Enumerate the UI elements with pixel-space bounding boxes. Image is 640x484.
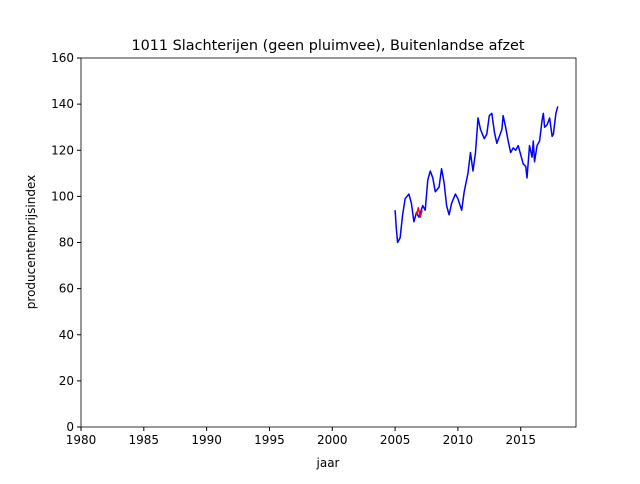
y-tick-label: 80	[59, 236, 74, 250]
x-tick-label: 1980	[66, 433, 97, 447]
y-tick-label: 160	[51, 51, 74, 65]
y-tick-label: 120	[51, 143, 74, 157]
y-axis-label: producentenprijsindex	[24, 175, 38, 309]
line-series	[394, 106, 559, 244]
y-tick-label: 60	[59, 282, 74, 296]
x-tick-label: 1995	[254, 433, 285, 447]
x-tick-label: 1990	[191, 433, 222, 447]
chart-title: 1011 Slachterijen (geen pluimvee), Buite…	[131, 38, 524, 54]
y-tick-label: 100	[51, 189, 74, 203]
x-tick-label: 1985	[129, 433, 160, 447]
line-series	[415, 207, 423, 218]
x-tick-label: 2010	[443, 433, 474, 447]
y-tick-label: 0	[66, 420, 74, 434]
x-axis-label: jaar	[316, 456, 340, 470]
x-tick-label: 2005	[380, 433, 411, 447]
x-tick-label: 2015	[505, 433, 536, 447]
y-tick-label: 20	[59, 374, 74, 388]
x-tick-label: 2000	[317, 433, 348, 447]
y-tick-label: 40	[59, 328, 74, 342]
plot-frame	[80, 57, 577, 428]
y-tick-label: 140	[51, 97, 74, 111]
